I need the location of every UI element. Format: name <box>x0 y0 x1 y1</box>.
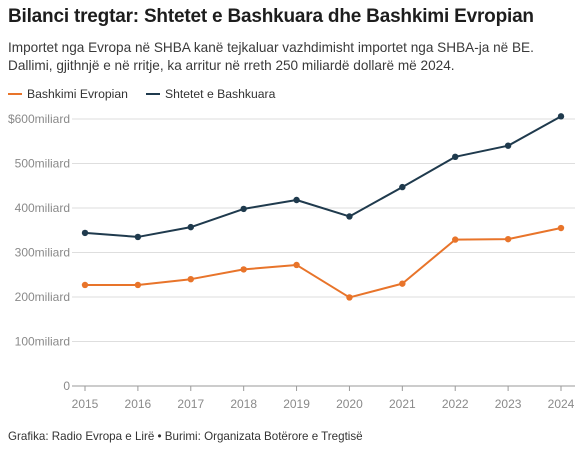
x-tick-label: 2018 <box>230 397 257 411</box>
legend-label-us: Shtetet e Bashkuara <box>164 87 276 101</box>
x-tick-label: 2022 <box>442 397 469 411</box>
data-point-eu <box>293 261 300 269</box>
data-point-eu <box>346 294 353 301</box>
data-point-us <box>187 223 194 231</box>
data-point-eu <box>134 281 142 289</box>
legend: Bashkimi Evropian Shtetet e Bashkuara <box>8 86 293 102</box>
y-tick-label: 400miliard <box>15 201 70 215</box>
x-tick-label: 2017 <box>177 397 204 411</box>
legend-item-us: Shtetet e Bashkuara <box>145 87 276 101</box>
legend-swatch-eu <box>8 93 22 95</box>
y-tick-label: 100miliard <box>15 335 70 349</box>
chart-footer: Grafika: Radio Evropa e Lirë • Burimi: O… <box>8 430 363 443</box>
y-tick-label: 0 <box>63 379 70 393</box>
y-tick-label: 300miliard <box>15 246 70 260</box>
legend-item-eu: Bashkimi Evropian <box>8 87 128 101</box>
chart-title: Bilanci tregtar: Shtetet e Bashkuara dhe… <box>8 6 534 27</box>
data-point-us <box>399 183 406 191</box>
x-tick-label: 2023 <box>495 397 522 411</box>
data-point-eu <box>81 281 89 289</box>
x-tick-label: 2015 <box>72 397 99 411</box>
data-point-eu <box>399 280 406 287</box>
data-point-us <box>81 229 89 237</box>
data-point-eu <box>452 236 459 243</box>
legend-label-eu: Bashkimi Evropian <box>27 87 128 101</box>
data-point-us <box>504 142 512 149</box>
legend-swatch-us <box>145 93 160 95</box>
data-point-us <box>134 233 142 241</box>
x-tick-label: 2024 <box>548 397 575 411</box>
data-point-us <box>452 153 459 161</box>
data-point-us <box>240 205 247 213</box>
y-tick-label: 500miliard <box>15 157 70 171</box>
y-tick-label: $600miliard <box>8 112 70 126</box>
data-point-eu <box>504 235 512 243</box>
data-point-us <box>293 196 300 204</box>
data-point-us <box>346 213 353 220</box>
series-line-us <box>84 115 562 238</box>
x-tick-label: 2021 <box>389 397 416 411</box>
data-point-eu <box>557 224 565 232</box>
series-line-eu <box>85 227 562 299</box>
x-tick-label: 2016 <box>125 397 152 411</box>
chart-subtitle: Importet nga Evropa në SHBA kanë tejkalu… <box>8 40 534 73</box>
y-tick-label: 200miliard <box>15 290 70 304</box>
x-tick-label: 2020 <box>336 397 363 411</box>
data-point-eu <box>187 276 194 283</box>
data-point-us <box>557 113 565 120</box>
data-point-eu <box>240 266 247 273</box>
x-tick-label: 2019 <box>283 397 310 411</box>
